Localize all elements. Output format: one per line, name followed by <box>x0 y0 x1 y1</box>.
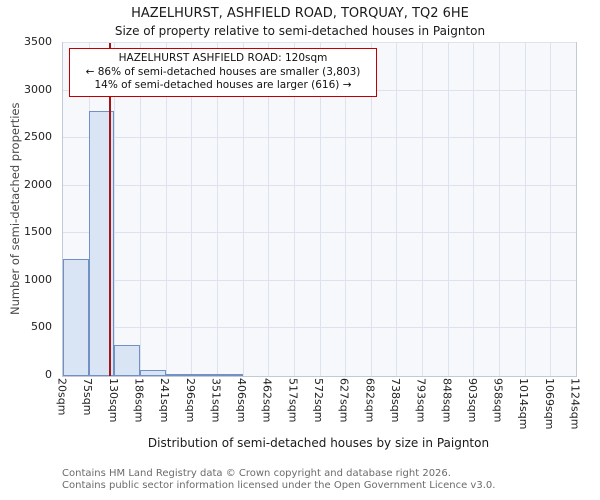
x-tick-label: 406sqm <box>235 378 249 423</box>
x-tick-label: 351sqm <box>209 378 223 423</box>
x-tick-label: 682sqm <box>363 378 377 423</box>
footer-line2: Contains public sector information licen… <box>62 479 496 491</box>
footer-line1: Contains HM Land Registry data © Crown c… <box>62 468 451 479</box>
annotation-line2: ← 86% of semi-detached houses are smalle… <box>85 65 361 78</box>
bar <box>63 258 89 376</box>
x-tick-label: 848sqm <box>440 378 454 423</box>
gridline-h <box>63 42 576 43</box>
x-tick-label: 903sqm <box>465 378 479 423</box>
gridline-v <box>422 43 424 376</box>
y-tick-label: 3000 <box>24 82 52 96</box>
gridline-v <box>114 43 116 376</box>
y-tick-label: 500 <box>31 320 52 334</box>
gridline-v <box>319 43 321 376</box>
y-tick-label: 0 <box>45 368 52 381</box>
x-axis-label: Distribution of semi-detached houses by … <box>147 436 490 450</box>
gridline-v <box>447 43 449 376</box>
annotation-line3: 14% of semi-detached houses are larger (… <box>94 79 352 92</box>
bar <box>139 370 166 376</box>
gridline-v <box>370 43 372 376</box>
x-tick-label: 572sqm <box>312 378 325 423</box>
gridline-v <box>293 43 295 376</box>
y-tick-label: 1000 <box>24 272 52 286</box>
gridline-v <box>473 43 475 376</box>
y-tick-label: 1500 <box>24 225 52 239</box>
x-tick-label: 793sqm <box>414 378 428 423</box>
x-tick-label: 1124sqm <box>568 378 582 430</box>
gridline-v <box>165 43 167 376</box>
gridline-v <box>216 43 218 376</box>
x-tick-label: 130sqm <box>106 378 120 423</box>
gridline-v <box>242 43 244 376</box>
gridline-v <box>550 43 552 376</box>
bar <box>216 374 243 376</box>
y-axis-ticks: 0 500 1000 1500 2000 2500 3000 3500 <box>0 35 56 381</box>
y-tick-label: 3500 <box>24 35 52 48</box>
gridline-v <box>396 43 398 376</box>
x-tick-label: 241sqm <box>158 378 172 423</box>
footer: Contains HM Land Registry data © Crown c… <box>62 468 495 491</box>
x-tick-label: 738sqm <box>388 378 402 423</box>
x-tick-label: 186sqm <box>132 378 146 423</box>
gridline-v <box>191 43 193 376</box>
gridline-v <box>345 43 347 376</box>
x-tick-label: 296sqm <box>183 378 197 423</box>
bar <box>165 374 192 376</box>
bar <box>191 374 217 376</box>
x-tick-label: 20sqm <box>55 378 69 416</box>
x-tick-label: 1069sqm <box>542 378 556 430</box>
chart-subtitle: Size of property relative to semi-detach… <box>114 24 486 38</box>
x-tick-label: 1014sqm <box>517 378 531 430</box>
bar <box>114 345 140 376</box>
marker-line <box>109 43 112 376</box>
gridline-v <box>499 43 501 376</box>
x-tick-label: 958sqm <box>491 378 505 423</box>
gridline-v <box>524 43 526 376</box>
x-tick-label: 627sqm <box>337 378 351 423</box>
annotation-line1: HAZELHURST ASHFIELD ROAD: 120sqm <box>118 52 328 64</box>
x-tick-label: 75sqm <box>81 378 95 416</box>
plot-area: HAZELHURST ASHFIELD ROAD: 120sqm ← 86% o… <box>62 42 577 377</box>
x-tick-label: 462sqm <box>260 378 274 423</box>
chart-title: HAZELHURST, ASHFIELD ROAD, TORQUAY, TQ2 … <box>131 6 469 21</box>
x-axis-ticks: 20sqm 75sqm 130sqm 186sqm 241sqm 296sqm 351sqm… <box>56 378 582 432</box>
gridline-v <box>268 43 270 376</box>
y-tick-label: 2000 <box>24 177 52 191</box>
y-tick-label: 2500 <box>24 130 52 144</box>
gridline-v <box>139 43 141 376</box>
annotation-box: HAZELHURST ASHFIELD ROAD: 120sqm ← 86% o… <box>69 48 377 97</box>
x-tick-label: 517sqm <box>286 378 300 423</box>
